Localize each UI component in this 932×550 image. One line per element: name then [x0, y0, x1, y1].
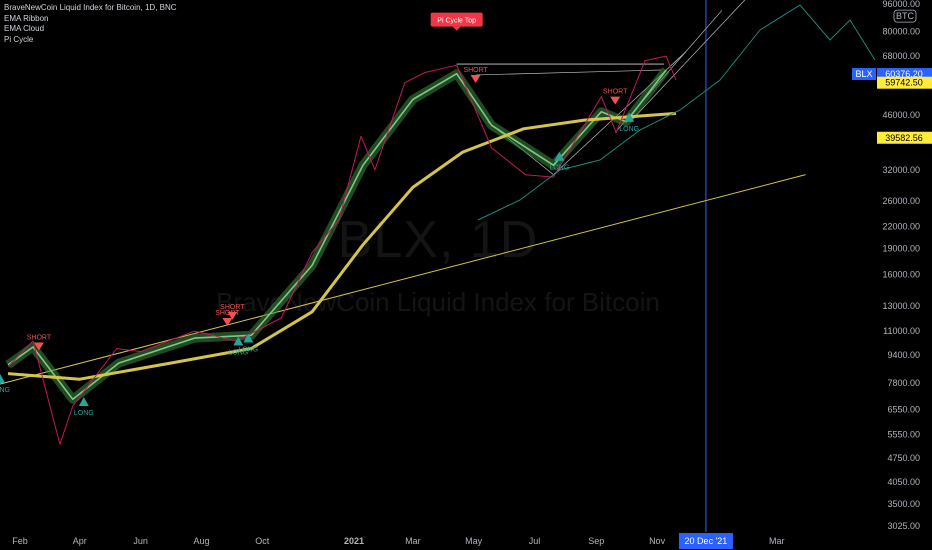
- ema-fast-line: [7, 69, 667, 401]
- short-arrow: [610, 96, 621, 105]
- y-tick-label: 22000.00: [882, 221, 920, 231]
- currency-badge-box: [893, 9, 917, 23]
- x-tick-label: Nov: [649, 536, 666, 546]
- short-arrow: [227, 311, 238, 320]
- x-tick-label: Mar: [769, 536, 785, 546]
- short-arrow: [470, 74, 481, 83]
- ema-price-box: [877, 76, 932, 89]
- symbol-tag: BLX: [855, 69, 872, 79]
- x-highlight-label: 20 Dec '21: [685, 536, 728, 546]
- x-tick-label: Aug: [193, 536, 209, 546]
- symbol-tag-box: [852, 68, 876, 81]
- y-tick-label: 19000.00: [882, 244, 920, 254]
- long-arrow: [624, 112, 635, 122]
- long-arrow: [554, 151, 565, 161]
- short-arrow: [222, 317, 233, 326]
- x-tick-label: Sep: [588, 536, 604, 546]
- pi-cycle-top-label: Pi Cycle Top: [437, 18, 476, 25]
- y-tick-label: 9400.00: [887, 350, 920, 360]
- indicator-pi-cycle[interactable]: Pi Cycle: [4, 34, 34, 44]
- ema-price-box: [877, 131, 932, 144]
- y-tick-label: 16000.00: [882, 270, 920, 280]
- pi-cycle-pointer: [452, 26, 461, 31]
- short-signal-label: SHORT: [220, 304, 245, 311]
- long-arrow: [243, 333, 254, 343]
- x-tick-label: Jul: [529, 536, 541, 546]
- y-tick-label: 3500.00: [887, 499, 920, 509]
- overlay-line: [477, 4, 876, 221]
- short-signal-label: SHORT: [603, 89, 628, 96]
- chart-legend: BraveNewCoin Liquid Index for Bitcoin, 1…: [4, 3, 177, 45]
- long-signal-label: LONG: [228, 349, 248, 356]
- x-tick-label: Oct: [255, 536, 270, 546]
- long-signal-label: LONG: [74, 410, 94, 417]
- x-tick-label: Mar: [405, 536, 421, 546]
- indicator-ema-ribbon[interactable]: EMA Ribbon: [4, 13, 49, 23]
- long-arrow: [0, 373, 6, 383]
- y-tick-label: 96000.00: [882, 0, 920, 9]
- short-signal-label: SHORT: [463, 67, 488, 74]
- chart-title: BraveNewCoin Liquid Index for Bitcoin, 1…: [4, 3, 177, 12]
- y-tick-label: 5550.00: [887, 429, 920, 439]
- long-trendline: [0, 174, 806, 385]
- x-highlight-box: [678, 533, 733, 549]
- long-signal-label: LONG: [0, 387, 10, 394]
- y-tick-label: 13000.00: [882, 301, 920, 311]
- currency-badge: BTC: [896, 11, 915, 21]
- channel-line: [475, 69, 662, 76]
- long-signal-label: LONG: [549, 165, 569, 172]
- x-tick-label: 2021: [344, 536, 364, 546]
- y-tick-label: 32000.00: [882, 165, 920, 175]
- last-price-label: 60376.20: [885, 69, 923, 79]
- long-arrow: [233, 336, 244, 346]
- long-signal-label: LONG: [238, 346, 258, 353]
- long-arrow: [78, 396, 89, 406]
- y-tick-label: 26000.00: [882, 196, 920, 206]
- ema-price-label: 59742.50: [885, 78, 923, 88]
- ema-price-label: 39582.56: [885, 133, 923, 143]
- y-tick-label: 7800.00: [887, 378, 920, 388]
- pi-cycle-top-badge: [430, 12, 483, 27]
- indicator-ema-cloud[interactable]: EMA Cloud: [4, 24, 45, 33]
- watermark-symbol: BLX, 1D: [337, 211, 539, 269]
- y-tick-label: 46000.00: [882, 110, 920, 120]
- y-tick-label: 4050.00: [887, 477, 920, 487]
- long-signal-label: LONG: [619, 126, 639, 133]
- x-tick-label: Jun: [133, 536, 148, 546]
- channel-line: [629, 0, 746, 123]
- y-tick-label: 6550.00: [887, 404, 920, 414]
- price-line: [7, 55, 677, 445]
- y-tick-label: 11000.00: [883, 326, 920, 336]
- y-tick-label: 68000.00: [882, 51, 920, 61]
- x-tick-label: May: [465, 536, 483, 546]
- y-tick-label: 80000.00: [882, 27, 920, 37]
- y-tick-label: 4750.00: [887, 453, 920, 463]
- short-signal-label: SHORT: [215, 310, 240, 317]
- ema-ribbon-band: [5, 67, 670, 404]
- y-tick-label: 3025.00: [887, 521, 920, 531]
- ema-slow-line: [7, 111, 677, 381]
- short-signal-label: SHORT: [27, 334, 52, 341]
- x-tick-label: Feb: [12, 536, 28, 546]
- x-tick-label: Apr: [73, 536, 87, 546]
- short-arrow: [33, 342, 44, 351]
